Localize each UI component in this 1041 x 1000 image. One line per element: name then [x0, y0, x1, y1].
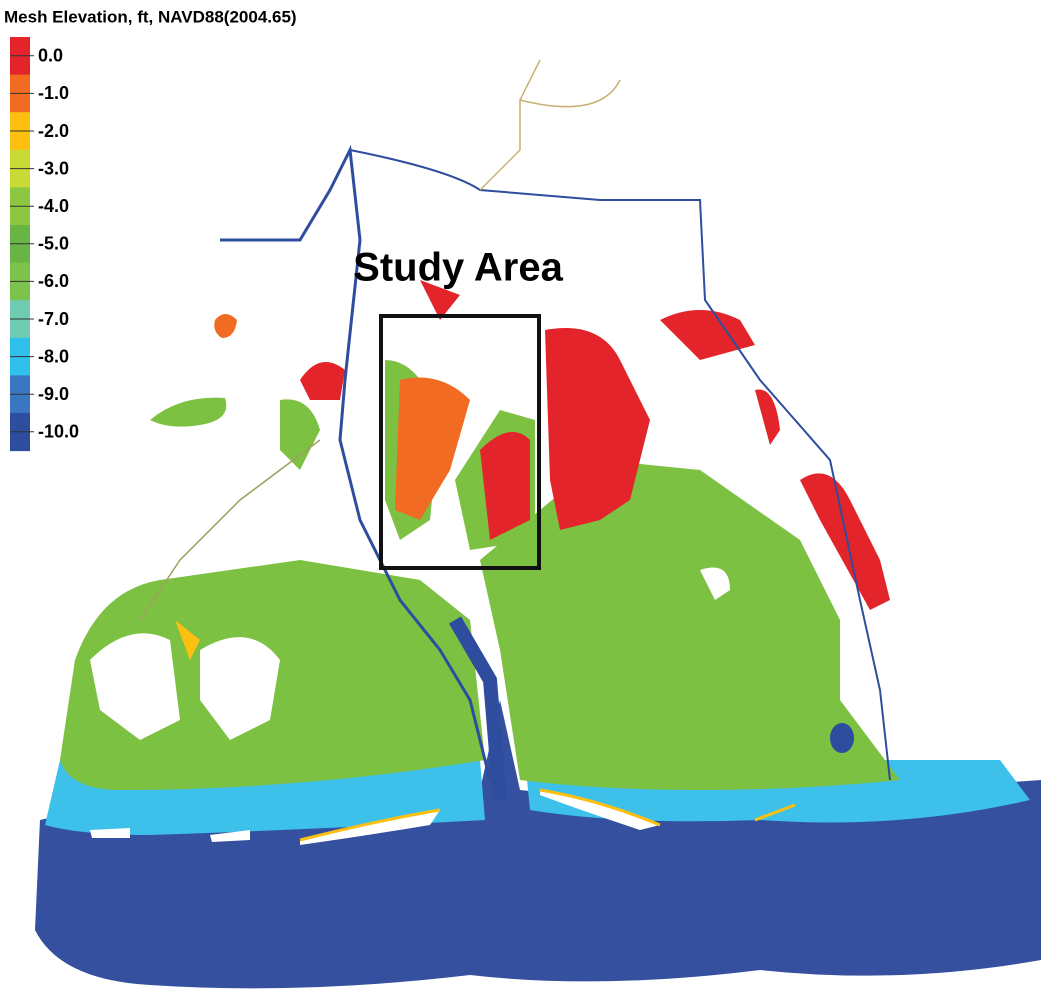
legend-label: -8.0	[38, 346, 69, 366]
legend-label: -9.0	[38, 384, 69, 404]
marsh-west-island	[150, 398, 226, 427]
map-figure: Mesh Elevation, ft, NAVD88(2004.65) 0.0 -…	[0, 0, 1041, 1000]
legend-label: -10.0	[38, 422, 79, 442]
pond	[830, 723, 854, 753]
legend-label: -7.0	[38, 309, 69, 329]
legend-title: Mesh Elevation, ft, NAVD88(2004.65)	[4, 7, 297, 26]
legend: Mesh Elevation, ft, NAVD88(2004.65) 0.0 -…	[4, 7, 297, 451]
legend-label: -3.0	[38, 158, 69, 178]
legend-label: 0.0	[38, 46, 63, 66]
legend-label: -4.0	[38, 196, 69, 216]
marsh-north	[280, 399, 320, 470]
study-area-label: Study Area	[353, 246, 563, 290]
legend-label: -2.0	[38, 121, 69, 141]
legend-label: -6.0	[38, 271, 69, 291]
legend-label: -5.0	[38, 234, 69, 254]
legend-label: -1.0	[38, 83, 69, 103]
